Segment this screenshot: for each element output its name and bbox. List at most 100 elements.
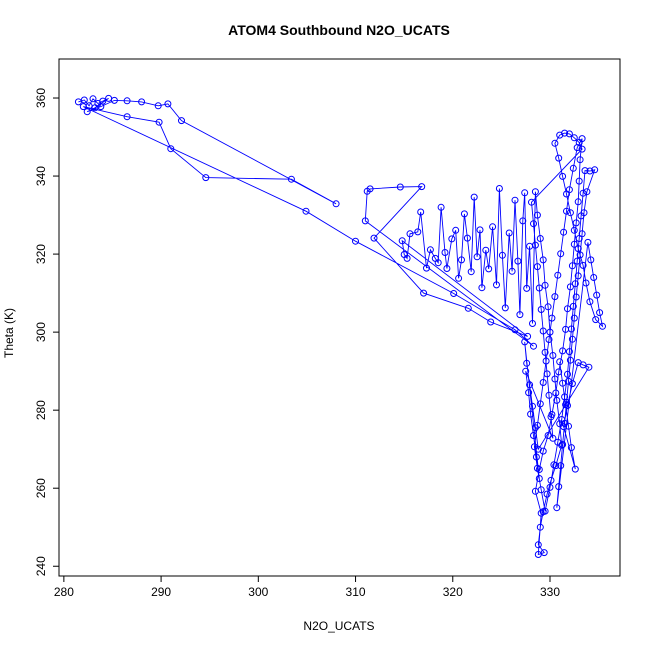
data-point (417, 208, 425, 216)
data-point (529, 402, 536, 410)
data-point (530, 342, 537, 350)
data-point (555, 368, 563, 376)
data-point (571, 280, 579, 288)
data-point (123, 97, 131, 105)
data-point (565, 348, 573, 356)
data-point (547, 413, 555, 421)
data-point (564, 305, 571, 313)
data-point (406, 230, 414, 238)
plot-frame (58, 58, 621, 577)
data-point (578, 145, 586, 153)
x-axis: 280 290 300 310 320 330 (54, 576, 560, 599)
data-point (80, 96, 88, 104)
data-point (519, 217, 527, 225)
x-tick-label: 300 (248, 585, 268, 599)
data-point (470, 193, 478, 201)
data-point (530, 432, 537, 439)
data-point (579, 189, 587, 197)
series-line (78, 97, 604, 556)
data-point (202, 174, 210, 182)
y-tick-label: 240 (34, 556, 48, 576)
y-tick-label: 260 (34, 478, 48, 498)
data-point (529, 320, 536, 327)
data-point (533, 211, 541, 219)
data-point (482, 246, 490, 254)
data-point (89, 95, 97, 103)
data-point (557, 462, 565, 470)
data-point (463, 234, 471, 242)
data-point (564, 370, 571, 378)
data-point (559, 379, 567, 387)
x-tick-label: 330 (540, 585, 560, 599)
data-point (566, 209, 574, 217)
data-point (534, 551, 542, 558)
y-tick-label: 340 (34, 166, 48, 186)
data-point (570, 134, 578, 142)
data-point (561, 129, 569, 137)
data-point (155, 118, 163, 126)
data-point (532, 453, 540, 461)
data-point (167, 145, 175, 153)
y-tick-label: 300 (34, 322, 48, 342)
data-point (537, 486, 545, 494)
data-point (556, 358, 564, 366)
data-point (530, 220, 537, 228)
data-point (522, 367, 530, 375)
data-point (581, 167, 589, 175)
data-point (566, 356, 574, 364)
data-point (551, 293, 559, 301)
data-point (584, 238, 592, 246)
data-point (587, 256, 595, 264)
data-point (547, 476, 555, 484)
data-point (553, 396, 561, 404)
data-point (546, 483, 554, 491)
x-tick-label: 310 (346, 585, 366, 599)
data-point (542, 357, 550, 365)
data-point (537, 509, 545, 517)
data-point (567, 325, 575, 333)
data-point (464, 304, 472, 312)
data-point (574, 359, 582, 367)
data-point (571, 465, 579, 473)
data-point (287, 175, 295, 183)
data-point (576, 156, 584, 164)
data-point (586, 167, 594, 175)
data-point (541, 281, 549, 289)
data-point (460, 210, 468, 218)
data-point (533, 421, 541, 429)
data-point (485, 265, 493, 273)
data-point (414, 228, 422, 236)
data-point (501, 304, 509, 312)
data-point (554, 271, 562, 279)
data-point (426, 246, 434, 254)
data-point (473, 253, 481, 261)
data-point (559, 172, 567, 180)
data-point (568, 262, 576, 270)
data-point (97, 103, 105, 111)
data-point (599, 322, 606, 330)
x-tick-label: 320 (443, 585, 463, 599)
data-point (555, 483, 563, 491)
data-point (441, 249, 449, 256)
data-point (403, 254, 411, 262)
data-point (572, 293, 580, 301)
data-point (521, 338, 529, 346)
data-series (74, 94, 606, 558)
data-point (574, 272, 582, 280)
data-point (514, 257, 522, 265)
x-tick-label: 280 (54, 585, 74, 599)
data-point (555, 154, 563, 162)
y-tick-label: 360 (34, 88, 48, 108)
data-point (536, 523, 544, 531)
data-point (508, 267, 516, 275)
data-point (574, 198, 582, 206)
data-point (541, 348, 549, 356)
data-point (562, 401, 570, 409)
data-point (448, 235, 456, 243)
data-point (478, 284, 486, 292)
data-point (521, 189, 529, 197)
data-point (467, 268, 475, 276)
data-point (567, 444, 575, 452)
data-point (579, 261, 587, 269)
data-point (531, 424, 539, 432)
